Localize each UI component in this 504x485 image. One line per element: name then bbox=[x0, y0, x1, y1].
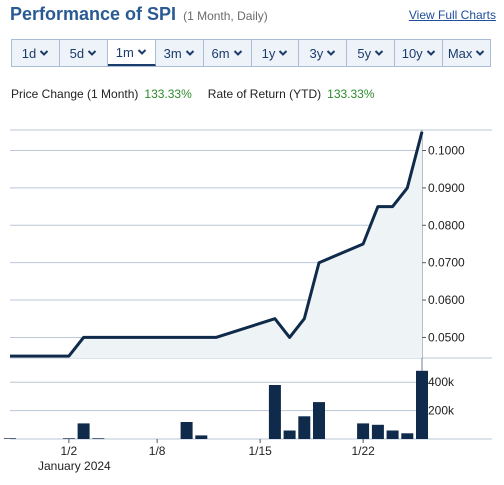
volume-bar bbox=[77, 423, 90, 439]
volume-bar bbox=[357, 423, 370, 439]
price-line bbox=[10, 131, 424, 358]
volume-bar bbox=[401, 433, 414, 439]
rate-of-return-value: 133.33% bbox=[327, 87, 375, 101]
stats-row: Price Change (1 Month) 133.33% Rate of Ret… bbox=[11, 87, 375, 101]
volume-bar bbox=[92, 438, 105, 439]
tab-label: 1y bbox=[261, 45, 276, 61]
chevron-down-icon bbox=[137, 49, 147, 55]
chevron-down-icon bbox=[279, 50, 288, 56]
volume-bar bbox=[313, 402, 325, 439]
page-title: Performance of SPI (1 Month, Daily) bbox=[10, 4, 268, 25]
tab-5y[interactable]: 5y bbox=[347, 40, 396, 66]
volume-bar bbox=[283, 430, 296, 439]
chevron-down-icon bbox=[39, 50, 49, 56]
price-change-value: 133.33% bbox=[144, 87, 192, 101]
chevron-down-icon bbox=[327, 50, 336, 56]
tab-label: 10y bbox=[401, 45, 423, 61]
volume-bar bbox=[416, 370, 428, 439]
volume-bar bbox=[195, 435, 208, 439]
chevron-down-icon bbox=[87, 50, 97, 56]
tab-6m[interactable]: 6m bbox=[204, 40, 252, 66]
price-tick-label: 0.0600 bbox=[428, 293, 465, 307]
chevron-down-icon bbox=[185, 50, 194, 56]
volume-bar bbox=[268, 385, 281, 439]
tab-label: 1m bbox=[115, 44, 134, 60]
tab-label: 1d bbox=[21, 45, 37, 61]
volume-tick-label: 200k bbox=[428, 404, 455, 418]
tab-label: 3y bbox=[309, 45, 324, 61]
x-tick-label: 1/8 bbox=[149, 444, 166, 458]
tab-3m[interactable]: 3m bbox=[156, 40, 204, 66]
tab-1m[interactable]: 1m bbox=[107, 40, 156, 66]
volume-tick-label: 400k bbox=[428, 375, 455, 389]
volume-bar bbox=[386, 430, 399, 439]
chevron-down-icon bbox=[426, 50, 435, 56]
chevron-down-icon bbox=[233, 50, 242, 56]
tab-label: 3m bbox=[163, 45, 182, 61]
tab-1y[interactable]: 1y bbox=[252, 40, 300, 66]
x-tick-label: 1/15 bbox=[248, 444, 272, 458]
tab-10y[interactable]: 10y bbox=[395, 40, 444, 66]
x-tick-label: 1/2 bbox=[61, 444, 78, 458]
view-full-charts-link[interactable]: View Full Charts bbox=[408, 8, 496, 22]
chevron-down-icon bbox=[374, 50, 384, 56]
price-change-label: Price Change (1 Month) bbox=[11, 87, 139, 101]
volume-bar bbox=[371, 424, 384, 439]
chevron-down-icon bbox=[476, 50, 485, 56]
tab-label: 5y bbox=[357, 45, 372, 61]
tab-1d[interactable]: 1d bbox=[12, 40, 60, 66]
price-tick-label: 0.0800 bbox=[428, 218, 465, 232]
x-tick-label: 1/22 bbox=[351, 444, 375, 458]
price-tick-label: 0.0700 bbox=[428, 256, 465, 270]
tab-label: 5d bbox=[69, 45, 85, 61]
tab-3y[interactable]: 3y bbox=[299, 40, 348, 66]
range-tabs: 1d 5d 1m 3m 6m 1y 3y 5y 10y Max bbox=[11, 39, 491, 67]
title-text: Performance of SPI bbox=[10, 4, 177, 24]
price-tick-label: 0.0900 bbox=[428, 181, 465, 195]
price-area bbox=[10, 131, 422, 358]
volume-bar bbox=[180, 422, 193, 439]
tab-label: 6m bbox=[211, 45, 230, 61]
tab-label: Max bbox=[447, 45, 473, 61]
chart-header: Performance of SPI (1 Month, Daily) View… bbox=[10, 4, 496, 28]
price-tick-label: 0.1000 bbox=[428, 144, 465, 158]
price-tick-label: 0.0500 bbox=[428, 330, 465, 344]
tab-5d[interactable]: 5d bbox=[60, 40, 108, 66]
volume-bar bbox=[62, 438, 75, 439]
tab-Max[interactable]: Max bbox=[443, 40, 490, 66]
rate-of-return-label: Rate of Return (YTD) bbox=[207, 87, 322, 101]
volume-bar bbox=[298, 416, 311, 439]
title-subtitle: (1 Month, Daily) bbox=[183, 9, 268, 23]
month-label: January 2024 bbox=[38, 459, 111, 473]
volume-bar bbox=[4, 438, 16, 439]
